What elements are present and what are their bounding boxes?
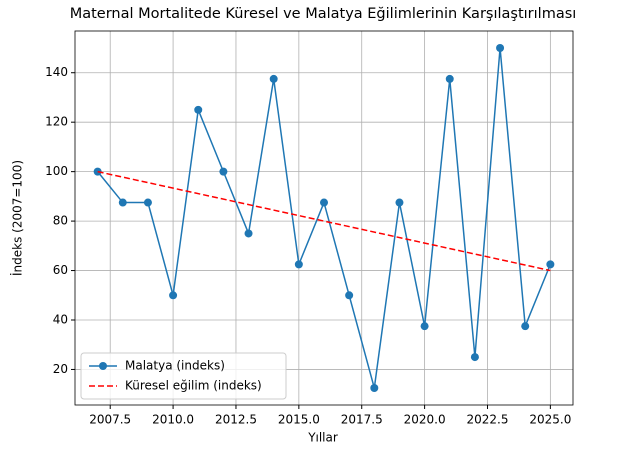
point (420, 322, 429, 331)
y-tick-label: 120 (45, 115, 68, 129)
chart-title: Maternal Mortalitede Küresel ve Malatya … (70, 6, 577, 22)
point (269, 74, 278, 83)
x-tick-label: 2025.0 (529, 413, 571, 427)
plot-frame (74, 30, 574, 406)
y-tick-label: 20 (53, 362, 68, 376)
point (345, 291, 354, 300)
y-tick-label: 100 (45, 164, 68, 178)
point (546, 260, 555, 269)
point (445, 74, 454, 83)
x-tick-label: 2007.5 (89, 413, 131, 427)
legend-box (80, 352, 287, 400)
y-tick-label: 40 (53, 313, 68, 327)
y-tick-label: 60 (53, 263, 68, 277)
x-tick-label: 2020.0 (404, 413, 446, 427)
point (320, 198, 328, 207)
x-tick-label: 2017.5 (341, 413, 383, 427)
point (169, 291, 178, 300)
x-tick-label: 2010.0 (152, 413, 194, 427)
point (496, 44, 505, 52)
x-tick-label: 2015.0 (278, 413, 320, 427)
point (395, 198, 404, 207)
point (118, 198, 127, 207)
x-tick-label: 2012.5 (215, 413, 257, 427)
y-axis-label: İndeks (2007=100) (10, 160, 25, 276)
series-line (97, 170, 551, 272)
y-tick-label: 80 (53, 214, 68, 228)
point (194, 105, 203, 114)
point (244, 229, 253, 238)
legend-marker (99, 362, 107, 370)
legend-label: Küresel eğilim (indeks) (125, 379, 262, 393)
x-tick-label: 2022.5 (466, 413, 508, 427)
series-line (97, 47, 552, 389)
point (470, 353, 479, 362)
point (370, 384, 379, 392)
point (521, 322, 530, 331)
point (219, 167, 228, 176)
point (294, 260, 303, 269)
y-tick-label: 140 (45, 65, 68, 79)
point (143, 198, 152, 207)
x-axis-label: Yıllar (307, 431, 338, 445)
legend-label: Malatya (indeks) (125, 359, 225, 373)
